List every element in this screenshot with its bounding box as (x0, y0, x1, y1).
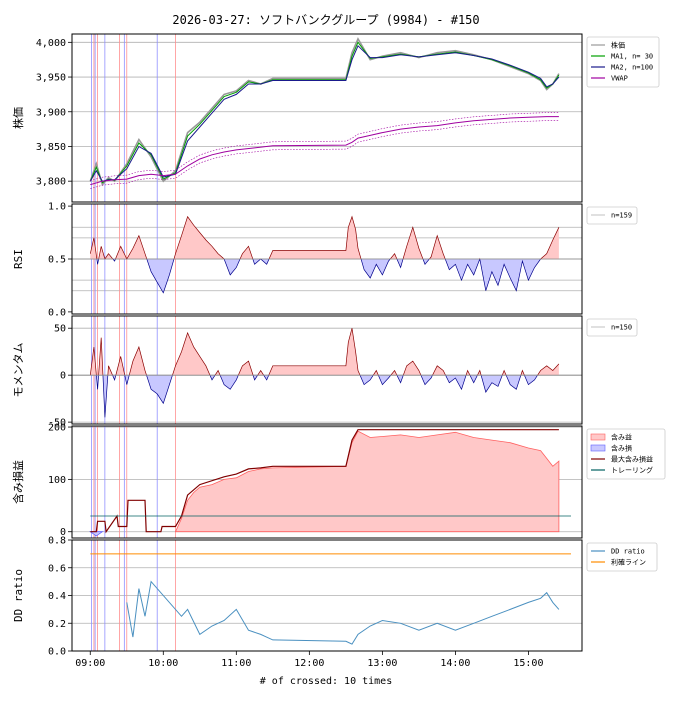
panel-frame (71, 33, 583, 203)
series-vwap-band (90, 120, 559, 189)
y-tick-label: 4,000 (36, 38, 66, 49)
series-unrealized-loss (89, 531, 104, 537)
y-tick-label: 50 (54, 324, 66, 335)
legend-entry-label: MA1, n= 30 (611, 53, 653, 61)
series-dd-0 (126, 580, 560, 645)
x-tick-label: 09:00 (75, 658, 105, 669)
series-price-1 (89, 41, 560, 184)
y-tick-label: 0 (60, 371, 66, 382)
legend-price: 株価 MA1, n= 30 MA2, n=100 VWAP (586, 36, 660, 88)
y-tick-label: 0.0 (48, 307, 66, 318)
legend-entry-label: 利確ライン (611, 558, 646, 567)
panel-frame (71, 425, 583, 539)
y-tick-label: 3,900 (36, 107, 66, 118)
y-tick-label: 0.5 (48, 255, 66, 266)
legend-entry-label: 含み損 (611, 444, 632, 453)
legend-entry-label: 最大含み損益 (611, 455, 653, 464)
x-tick-label: 10:00 (148, 658, 178, 669)
legend-entry-label: DD ratio (611, 548, 645, 556)
y-tick-label: 0 (60, 527, 66, 538)
y-tick-label: 0.6 (48, 563, 66, 574)
y-tick-label: 0.4 (48, 591, 66, 602)
legend-entry-label: トレーリング (611, 466, 653, 475)
legend-entry-label: n=159 (611, 212, 632, 220)
x-tick-label: 11:00 (221, 658, 251, 669)
panel-momentum: -50 0 50 モメンタム n=150 (12, 315, 638, 429)
series-momentum-negative-area (90, 375, 559, 418)
y-tick-label: 0.2 (48, 619, 66, 630)
y-axis-label: 株価 (11, 107, 25, 129)
panel-dd: 0.0 0.2 0.4 0.6 0.8 DD ratio DD ratio 利確ライン (12, 536, 658, 658)
x-tick-label: 13:00 (367, 658, 397, 669)
series-rsi-positive-area (90, 216, 559, 259)
y-axis-label: DD ratio (12, 569, 25, 622)
y-tick-label: 100 (48, 475, 66, 486)
legend-entry-label: MA2, n=100 (611, 64, 653, 72)
series-momentum-line-up (89, 328, 560, 376)
y-tick-label: 3,950 (36, 73, 66, 84)
x-tick-label: 15:00 (513, 658, 543, 669)
series-rsi-line-down (96, 259, 542, 294)
panel-frame (71, 315, 583, 425)
y-tick-label: 0.8 (48, 536, 66, 547)
legend-dd: DD ratio 利確ライン (586, 542, 658, 572)
series-unrealized-profit (174, 430, 560, 533)
series-price-2 (89, 44, 560, 182)
series-profit-2 (90, 429, 559, 534)
y-tick-label: 3,850 (36, 142, 66, 153)
legend-entry-label: VWAP (611, 75, 628, 83)
chart-title: 2026-03-27: ソフトバンクグループ (9984) - #150 (172, 13, 479, 27)
legend-entry-label: 含み益 (611, 433, 632, 442)
y-axis-label: RSI (12, 249, 25, 269)
series-rsi-negative-area (90, 259, 559, 293)
legend-rsi: n=159 (586, 206, 638, 225)
y-tick-label: 200 (48, 423, 66, 434)
series-price-3 (90, 116, 559, 186)
series-rsi-line-up (89, 215, 560, 259)
x-tick-label: 12:00 (294, 658, 324, 669)
x-axis-label: # of crossed: 10 times (260, 676, 392, 687)
x-tick-label: 14:00 (440, 658, 470, 669)
legend-entry-label: n=150 (611, 324, 632, 332)
panel-rsi: 0.0 0.5 1.0 RSI n=159 (12, 202, 638, 318)
legend-entry-label: 株価 (611, 41, 625, 50)
y-tick-label: 3,800 (36, 177, 66, 188)
series-vwap-band (90, 112, 559, 181)
y-tick-label: -50 (48, 418, 66, 429)
y-axis-label: 含み損益 (11, 460, 25, 504)
legend-momentum: n=150 (586, 318, 638, 337)
y-axis-label: モメンタム (12, 343, 25, 398)
y-tick-label: 1.0 (48, 202, 66, 213)
series-momentum-line-down (90, 375, 538, 418)
series-momentum-positive-area (90, 328, 559, 376)
y-tick-label: 0.0 (48, 647, 66, 658)
